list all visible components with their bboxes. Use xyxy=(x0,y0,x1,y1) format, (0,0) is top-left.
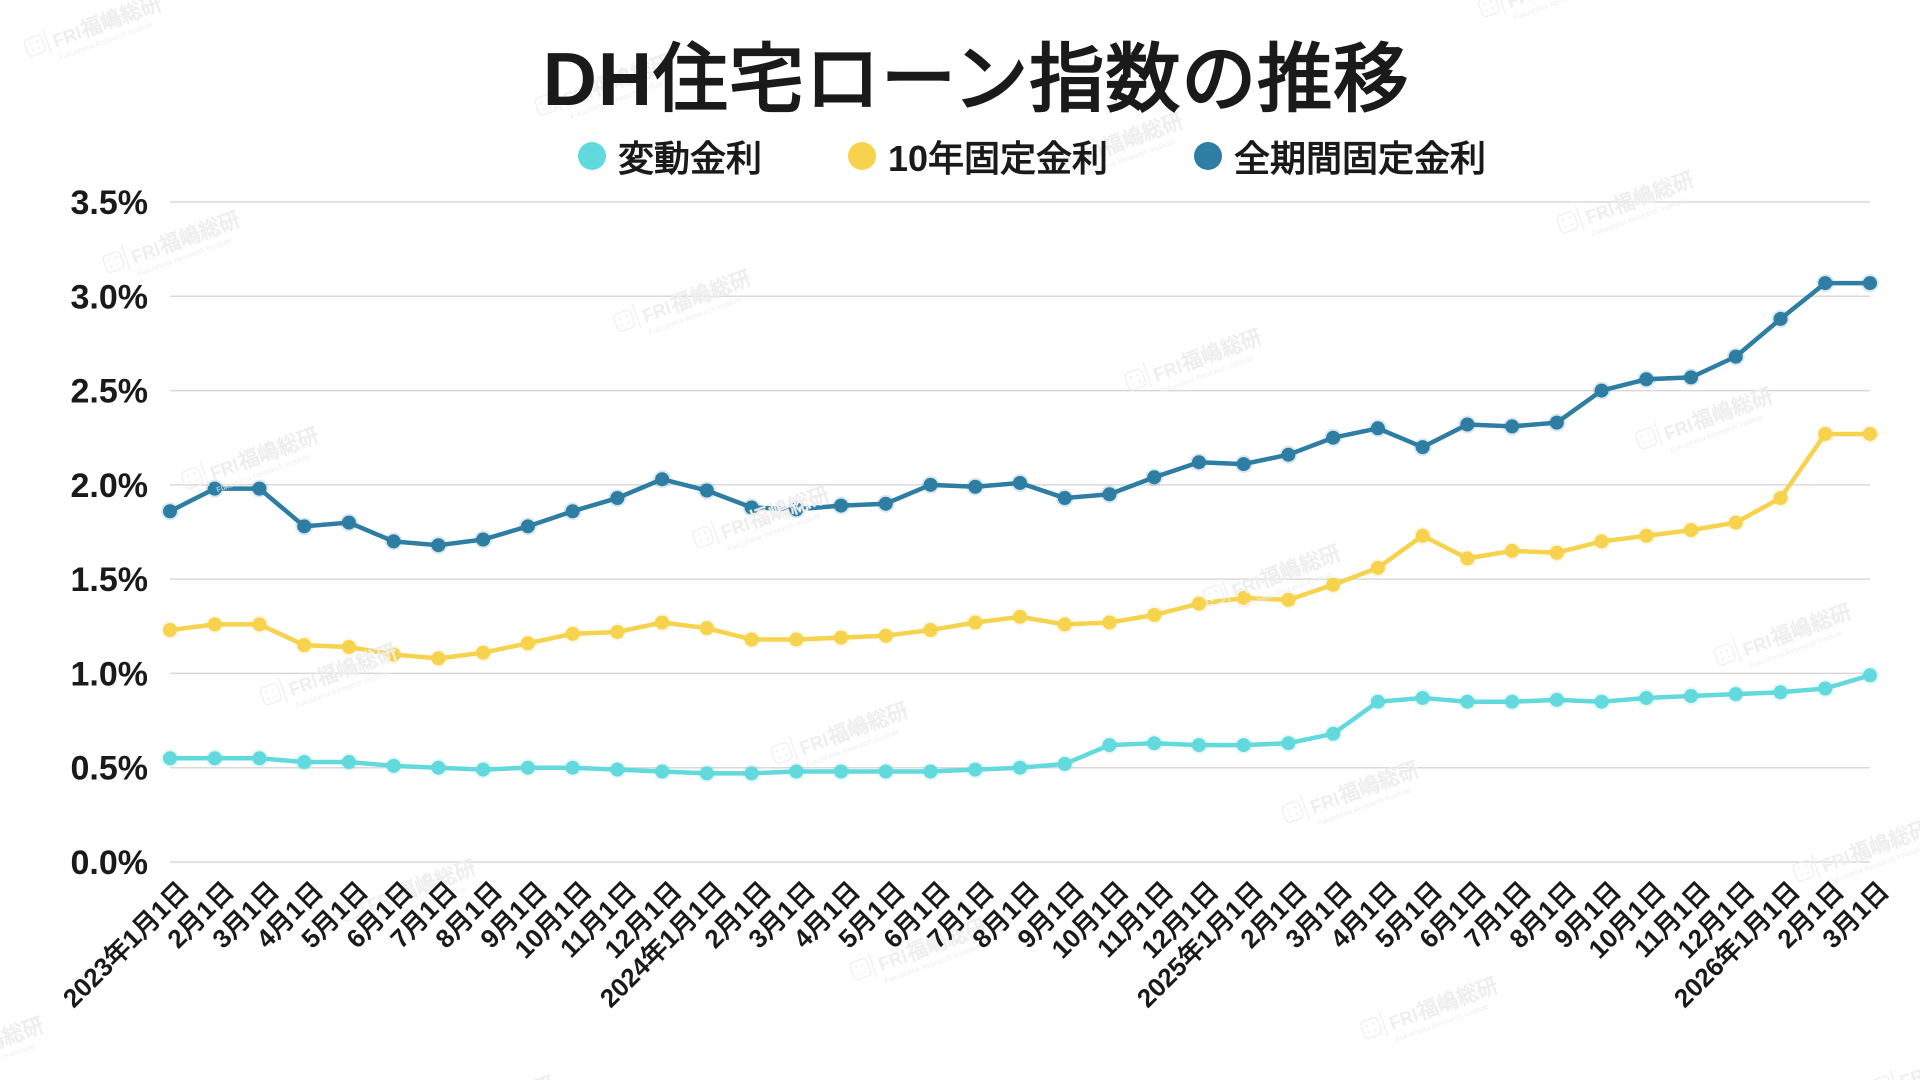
svg-text:1.5%: 1.5% xyxy=(71,561,149,599)
svg-text:0.5%: 0.5% xyxy=(71,750,149,788)
svg-text:2.0%: 2.0% xyxy=(71,467,149,505)
svg-text:1.0%: 1.0% xyxy=(71,655,149,693)
svg-text:0.0%: 0.0% xyxy=(71,844,149,882)
svg-text:2.5%: 2.5% xyxy=(71,373,149,411)
svg-text:3.0%: 3.0% xyxy=(71,278,149,316)
svg-text:3.5%: 3.5% xyxy=(71,184,149,222)
